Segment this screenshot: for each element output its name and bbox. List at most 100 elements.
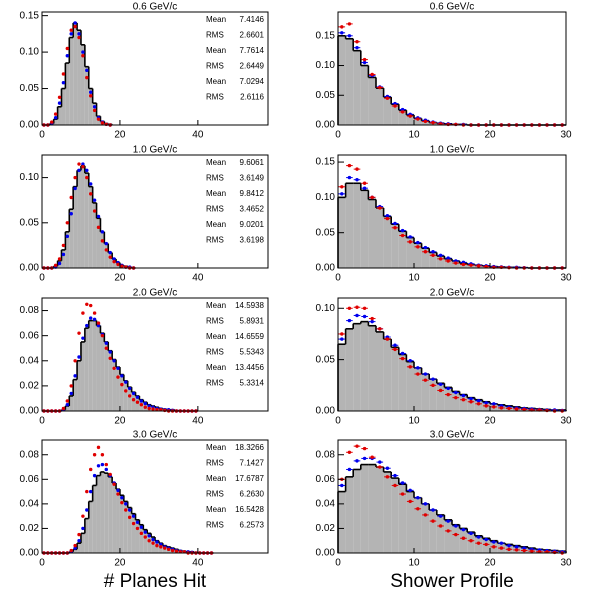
point	[151, 407, 155, 411]
point	[100, 239, 105, 243]
x-tick-label: 20	[484, 130, 496, 141]
point	[446, 529, 450, 533]
point	[431, 253, 435, 257]
point	[131, 398, 136, 402]
panel-title: 1.0 GeV/c	[430, 145, 474, 156]
point	[151, 537, 155, 542]
panel-title: 3.0 GeV/c	[430, 430, 474, 441]
point	[416, 117, 420, 121]
stat-name: Mean	[206, 46, 226, 55]
point	[340, 185, 344, 189]
y-tick-label: 0.04	[20, 499, 40, 510]
y-tick-label: 0.15	[316, 30, 336, 41]
point	[139, 531, 144, 536]
point	[135, 526, 140, 531]
point	[370, 316, 374, 321]
bar	[353, 469, 361, 553]
point	[408, 114, 412, 118]
point	[65, 54, 70, 58]
point	[147, 534, 151, 538]
point	[400, 228, 405, 233]
x-tick-label: 10	[408, 130, 420, 141]
bar	[80, 165, 85, 268]
x-tick-label: 0	[39, 558, 45, 569]
bar	[100, 471, 105, 553]
point	[514, 548, 519, 552]
stat-name: RMS	[206, 236, 224, 245]
point	[507, 543, 511, 548]
bar	[345, 328, 354, 411]
stat-value: 9.8412	[240, 189, 265, 198]
x-tick-label: 20	[114, 130, 126, 141]
point	[92, 209, 97, 213]
point	[89, 467, 93, 472]
point	[438, 524, 443, 528]
point	[484, 404, 488, 408]
point	[469, 531, 473, 536]
point	[73, 175, 77, 180]
point	[355, 40, 359, 44]
y-tick-label: 0.00	[316, 263, 336, 274]
point	[355, 459, 359, 463]
point	[116, 375, 120, 379]
point	[69, 212, 73, 216]
point	[446, 519, 450, 523]
point	[454, 532, 458, 537]
point	[92, 105, 97, 109]
bar	[414, 118, 422, 125]
stat-name: RMS	[206, 205, 224, 214]
point	[139, 399, 144, 403]
point	[400, 492, 405, 496]
bar	[391, 478, 399, 553]
point	[61, 81, 66, 85]
point	[112, 259, 116, 264]
point	[469, 400, 473, 404]
point	[124, 508, 128, 512]
point	[484, 264, 488, 269]
point	[347, 306, 352, 310]
point	[135, 400, 140, 404]
point	[65, 221, 70, 225]
x-tick-label: 40	[192, 130, 204, 141]
point	[69, 195, 73, 200]
point	[362, 306, 367, 310]
bar	[368, 77, 376, 125]
point	[400, 356, 405, 361]
bar	[96, 325, 101, 411]
point	[522, 548, 526, 553]
point	[530, 549, 534, 553]
point	[155, 543, 159, 548]
stat-value: 14.5938	[235, 301, 264, 310]
bar	[383, 97, 392, 125]
y-tick-label: 0.15	[316, 157, 336, 168]
point	[57, 261, 62, 266]
panel-title: 1.0 GeV/c	[133, 145, 177, 156]
point	[416, 496, 420, 500]
y-tick-label: 0.00	[316, 120, 336, 131]
point	[446, 259, 450, 263]
x-tick-label: 10	[408, 273, 420, 284]
point	[461, 398, 466, 402]
bar	[61, 88, 66, 125]
point	[127, 508, 132, 512]
point	[461, 262, 466, 267]
point	[116, 366, 120, 371]
point	[408, 499, 412, 504]
point	[393, 226, 397, 230]
point	[61, 72, 66, 76]
stat-value: 14.6559	[235, 332, 264, 341]
point	[73, 24, 77, 29]
point	[143, 535, 147, 539]
y-tick-label: 0.10	[316, 60, 336, 71]
point	[469, 263, 473, 267]
stat-name: Mean	[206, 332, 226, 341]
x-tick-label: 20	[484, 416, 496, 427]
point	[552, 550, 557, 555]
point	[85, 68, 89, 73]
bar	[65, 231, 70, 268]
x-tick-label: 20	[114, 416, 126, 427]
bar	[376, 331, 384, 411]
point	[81, 54, 85, 58]
bar	[119, 495, 124, 553]
